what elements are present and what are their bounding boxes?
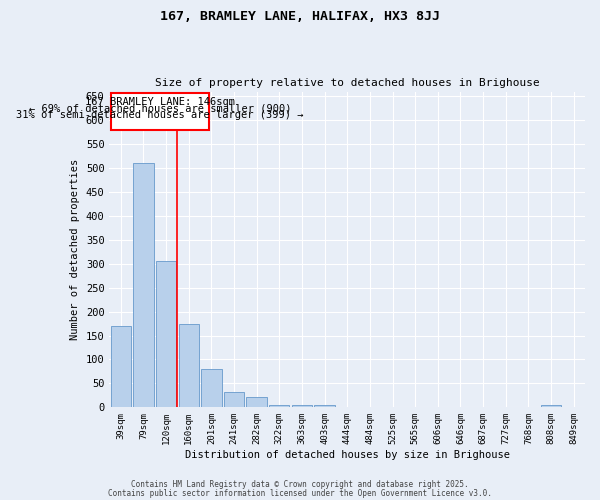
Text: Contains public sector information licensed under the Open Government Licence v3: Contains public sector information licen…	[108, 488, 492, 498]
Text: 167 BRAMLEY LANE: 146sqm: 167 BRAMLEY LANE: 146sqm	[85, 97, 235, 107]
Bar	[269, 405, 289, 407]
Text: 31% of semi-detached houses are larger (399) →: 31% of semi-detached houses are larger (…	[16, 110, 304, 120]
Bar	[201, 369, 221, 408]
Bar	[110, 326, 131, 407]
Bar	[292, 405, 312, 407]
X-axis label: Distribution of detached houses by size in Brighouse: Distribution of detached houses by size …	[185, 450, 510, 460]
Bar	[179, 324, 199, 407]
Bar	[247, 397, 267, 407]
Text: ← 69% of detached houses are smaller (900): ← 69% of detached houses are smaller (90…	[29, 104, 291, 114]
FancyBboxPatch shape	[110, 93, 209, 130]
Bar	[541, 405, 561, 407]
Bar	[133, 164, 154, 408]
Bar	[156, 262, 176, 408]
Text: 167, BRAMLEY LANE, HALIFAX, HX3 8JJ: 167, BRAMLEY LANE, HALIFAX, HX3 8JJ	[160, 10, 440, 23]
Y-axis label: Number of detached properties: Number of detached properties	[70, 159, 80, 340]
Title: Size of property relative to detached houses in Brighouse: Size of property relative to detached ho…	[155, 78, 539, 88]
Bar	[224, 392, 244, 407]
Bar	[314, 405, 335, 407]
Text: Contains HM Land Registry data © Crown copyright and database right 2025.: Contains HM Land Registry data © Crown c…	[131, 480, 469, 489]
